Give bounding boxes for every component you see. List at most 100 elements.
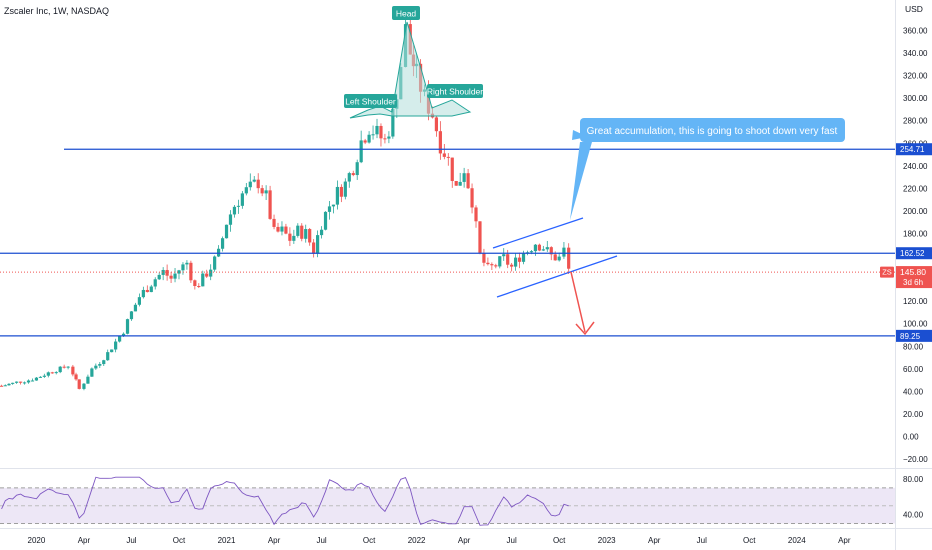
candle-body (141, 289, 145, 298)
annotation-callout-text: Great accumulation, this is going to sho… (587, 126, 838, 137)
candle-body (117, 336, 122, 342)
candle-body (482, 253, 486, 263)
candle-body (316, 235, 320, 254)
candle-body (442, 153, 446, 157)
oscillator-tick-label: 80.00 (903, 475, 924, 484)
candle-body (185, 262, 189, 265)
oscillator-line (1, 476, 569, 526)
candle-body (474, 207, 478, 222)
oscillator-tick-label: 40.00 (903, 511, 924, 520)
candle-body (22, 382, 27, 384)
candle-body (446, 156, 450, 158)
y-tick-label: 280.00 (903, 117, 928, 126)
y-tick-label: 340.00 (903, 49, 928, 58)
candle-body (335, 186, 340, 205)
candle-body (296, 225, 300, 236)
level-tag-box (896, 329, 932, 342)
y-tick-label: −20.00 (903, 455, 928, 464)
candle-body (506, 254, 510, 265)
x-tick-label: 2024 (788, 536, 806, 545)
x-tick-label: Apr (458, 536, 471, 545)
candle-body (514, 257, 518, 267)
candle-body (276, 226, 280, 232)
candle-body (71, 366, 75, 375)
candle-body (312, 242, 316, 254)
candle-body (494, 265, 498, 267)
main-pane[interactable] (0, 0, 895, 467)
candle-body (304, 229, 308, 239)
candle-body (557, 256, 561, 261)
y-tick-label: 300.00 (903, 94, 928, 103)
candle-body (252, 179, 256, 182)
candle-body (232, 206, 237, 215)
y-tick-label: 0.00 (903, 433, 919, 442)
candle-body (562, 247, 566, 257)
x-tick-label: Jul (126, 536, 136, 545)
channel-upper-line[interactable] (492, 217, 584, 249)
x-tick-label: Jul (697, 536, 707, 545)
candle-body (66, 366, 70, 368)
candle-body (323, 211, 328, 230)
candle-body (292, 235, 296, 241)
head-label[interactable]: Head (392, 6, 420, 20)
current-price-countdown: 3d 6h (903, 278, 923, 287)
time-axis[interactable]: 2020 Apr Jul Oct 2021 Apr Jul Oct 2022 Apr Jul Oct 2… (28, 536, 851, 545)
x-tick-label: Oct (743, 536, 756, 545)
candle-body (343, 181, 347, 197)
candle-body (327, 206, 332, 212)
current-price-symbol: ZS (882, 268, 892, 277)
candle-body (58, 366, 62, 373)
head-label-text: Head (396, 9, 417, 19)
annotation-callout[interactable] (580, 118, 845, 142)
candle-body (110, 349, 114, 353)
candle-body (240, 193, 244, 206)
candle-body (26, 380, 31, 383)
candle-body (521, 253, 526, 262)
candle-body (347, 173, 351, 182)
candle-body (517, 257, 522, 262)
y-tick-label: 80.00 (903, 342, 924, 351)
candle-body (181, 264, 185, 271)
candle-body (288, 233, 292, 241)
candle-body (454, 181, 458, 186)
candle-body (331, 204, 336, 207)
candle-body (502, 254, 506, 257)
candle-body (549, 247, 553, 255)
candle-body (121, 333, 126, 337)
candle-body (133, 304, 138, 312)
price-axis[interactable]: −20.00 0.00 20.00 40.00 60.00 80.00 100.00 120.… (903, 26, 928, 464)
candle-body (177, 270, 181, 274)
x-tick-label: 2021 (218, 536, 236, 545)
candle-body (478, 221, 482, 254)
candle-body (189, 262, 193, 281)
y-tick-label: 220.00 (903, 184, 928, 193)
candle-body (244, 187, 248, 194)
current-price-tag[interactable]: ZS 145.80 3d 6h (880, 266, 932, 289)
candle-body (256, 179, 260, 189)
x-tick-label: Oct (553, 536, 566, 545)
forecast-arrow-line[interactable] (570, 271, 586, 333)
candle-body (34, 377, 39, 381)
x-tick-label: Oct (173, 536, 186, 545)
candle-body (157, 274, 161, 280)
candle-body (62, 366, 66, 368)
candle-body (533, 244, 538, 252)
x-tick-label: Oct (363, 536, 376, 545)
level-tag-box (896, 143, 932, 156)
oscillator-axis[interactable]: 40.00 80.00 (903, 475, 924, 520)
candle-body (339, 186, 343, 197)
left-shoulder-label[interactable]: Left Shoulder (344, 94, 397, 108)
candle-body (137, 297, 141, 305)
right-shoulder-label[interactable]: Right Shoulder (427, 84, 483, 98)
candle-body (90, 368, 94, 377)
channel-lower-line[interactable] (496, 255, 618, 298)
candle-body (0, 385, 4, 387)
candle-body (11, 382, 15, 384)
candle-body (383, 138, 387, 140)
candle-body (209, 269, 213, 277)
candle-body (545, 247, 549, 250)
x-tick-label: Apr (78, 536, 91, 545)
candle-body (82, 383, 86, 389)
level-tag-value: 162.52 (900, 249, 925, 258)
